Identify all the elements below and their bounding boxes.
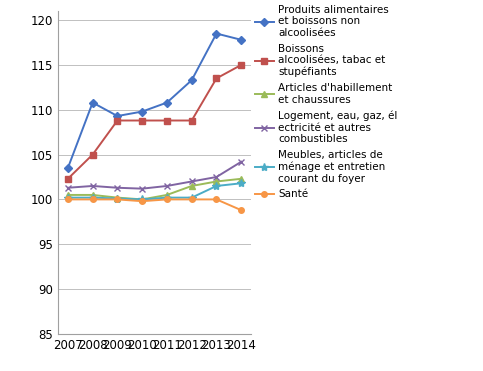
Line: Santé: Santé: [65, 197, 244, 213]
Articles d'habillement
et chaussures: [90, 193, 96, 197]
Articles d'habillement
et chaussures: [114, 196, 120, 200]
Meubles, articles de
ménage et entretien
courant du foyer: [189, 196, 195, 200]
Meubles, articles de
ménage et entretien
courant du foyer: [139, 197, 145, 202]
Boissons
alcoolisées, tabac et
stupéfiants: [65, 177, 71, 181]
Articles d'habillement
et chaussures: [65, 193, 71, 197]
Boissons
alcoolisées, tabac et
stupéfiants: [164, 118, 170, 123]
Meubles, articles de
ménage et entretien
courant du foyer: [164, 196, 170, 200]
Articles d'habillement
et chaussures: [213, 179, 219, 184]
Produits alimentaires
et boissons non
alcoolisées: [114, 114, 120, 118]
Meubles, articles de
ménage et entretien
courant du foyer: [90, 196, 96, 200]
Articles d'habillement
et chaussures: [189, 184, 195, 188]
Logement, eau, gaz, él
ectricité et autres
combustibles: [189, 179, 195, 184]
Line: Produits alimentaires
et boissons non
alcoolisées: Produits alimentaires et boissons non al…: [65, 31, 244, 171]
Boissons
alcoolisées, tabac et
stupéfiants: [189, 118, 195, 123]
Line: Articles d'habillement
et chaussures: Articles d'habillement et chaussures: [65, 176, 244, 202]
Santé: [114, 197, 120, 202]
Logement, eau, gaz, él
ectricité et autres
combustibles: [90, 184, 96, 188]
Meubles, articles de
ménage et entretien
courant du foyer: [213, 184, 219, 188]
Produits alimentaires
et boissons non
alcoolisées: [90, 101, 96, 105]
Logement, eau, gaz, él
ectricité et autres
combustibles: [238, 160, 244, 164]
Articles d'habillement
et chaussures: [139, 197, 145, 202]
Produits alimentaires
et boissons non
alcoolisées: [238, 37, 244, 42]
Boissons
alcoolisées, tabac et
stupéfiants: [139, 118, 145, 123]
Meubles, articles de
ménage et entretien
courant du foyer: [238, 181, 244, 186]
Produits alimentaires
et boissons non
alcoolisées: [213, 31, 219, 36]
Articles d'habillement
et chaussures: [238, 177, 244, 181]
Boissons
alcoolisées, tabac et
stupéfiants: [213, 76, 219, 81]
Articles d'habillement
et chaussures: [164, 193, 170, 197]
Logement, eau, gaz, él
ectricité et autres
combustibles: [213, 175, 219, 179]
Produits alimentaires
et boissons non
alcoolisées: [139, 109, 145, 114]
Boissons
alcoolisées, tabac et
stupéfiants: [114, 118, 120, 123]
Santé: [189, 197, 195, 202]
Produits alimentaires
et boissons non
alcoolisées: [65, 166, 71, 170]
Line: Logement, eau, gaz, él
ectricité et autres
combustibles: Logement, eau, gaz, él ectricité et autr…: [64, 158, 245, 192]
Produits alimentaires
et boissons non
alcoolisées: [189, 78, 195, 82]
Santé: [139, 199, 145, 203]
Santé: [238, 208, 244, 212]
Santé: [213, 197, 219, 202]
Boissons
alcoolisées, tabac et
stupéfiants: [90, 152, 96, 157]
Meubles, articles de
ménage et entretien
courant du foyer: [65, 196, 71, 200]
Logement, eau, gaz, él
ectricité et autres
combustibles: [114, 186, 120, 190]
Boissons
alcoolisées, tabac et
stupéfiants: [238, 63, 244, 67]
Line: Boissons
alcoolisées, tabac et
stupéfiants: Boissons alcoolisées, tabac et stupéfian…: [65, 62, 244, 181]
Santé: [65, 197, 71, 202]
Meubles, articles de
ménage et entretien
courant du foyer: [114, 196, 120, 201]
Logement, eau, gaz, él
ectricité et autres
combustibles: [65, 186, 71, 190]
Logement, eau, gaz, él
ectricité et autres
combustibles: [139, 186, 145, 191]
Santé: [90, 197, 96, 202]
Produits alimentaires
et boissons non
alcoolisées: [164, 101, 170, 105]
Logement, eau, gaz, él
ectricité et autres
combustibles: [164, 184, 170, 188]
Santé: [164, 197, 170, 202]
Line: Meubles, articles de
ménage et entretien
courant du foyer: Meubles, articles de ménage et entretien…: [64, 179, 245, 204]
Legend: Produits alimentaires
et boissons non
alcoolisées, Boissons
alcoolisées, tabac e: Produits alimentaires et boissons non al…: [255, 5, 398, 200]
